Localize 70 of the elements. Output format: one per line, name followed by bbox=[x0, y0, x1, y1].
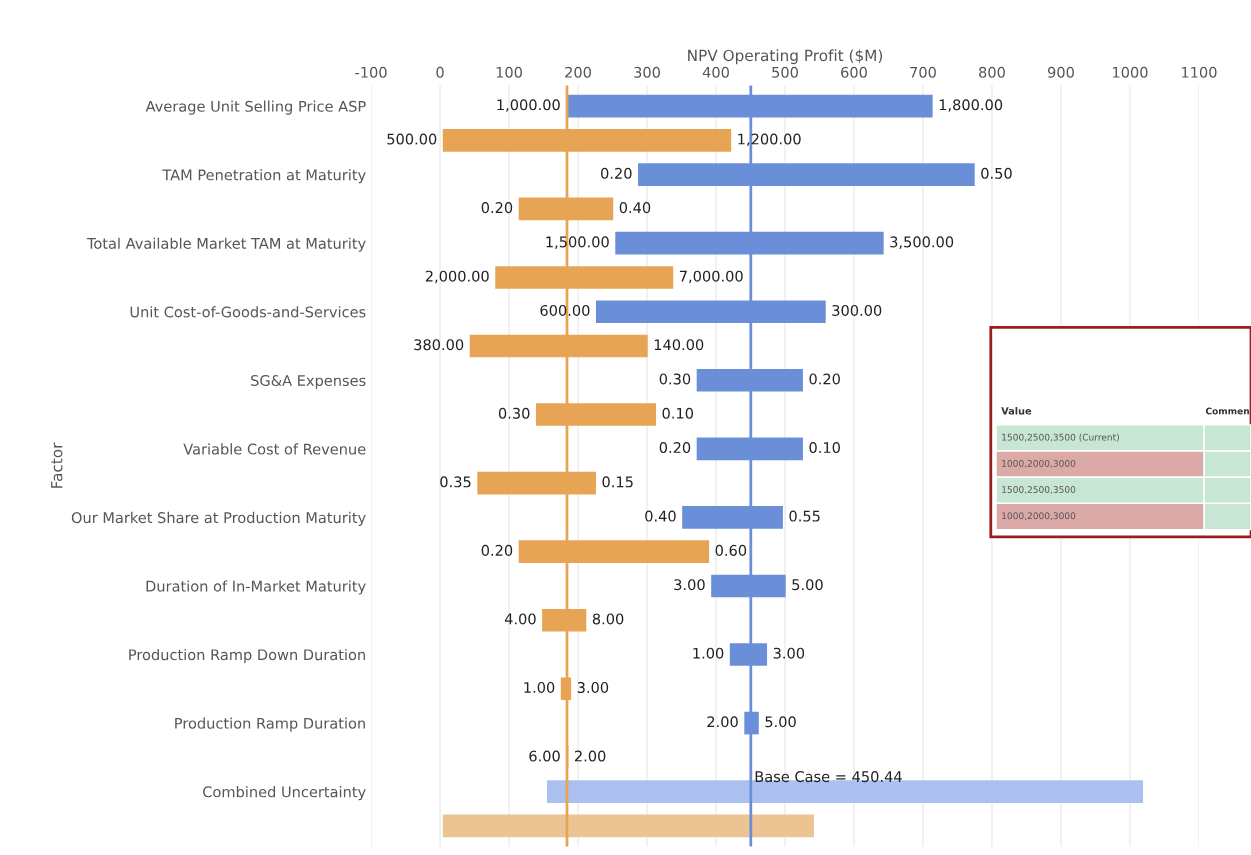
annotation: 1500,2500,3500 (Current) bbox=[1002, 433, 1119, 442]
text: Commen bbox=[1205, 407, 1249, 415]
annotation: 0.40 bbox=[619, 202, 651, 214]
annotation: 0.15 bbox=[602, 476, 633, 488]
annotation: 0.20 bbox=[809, 373, 840, 385]
annotation: 0.20 bbox=[659, 442, 691, 454]
annotation: 0.40 bbox=[645, 510, 676, 522]
annotation: 1,800.00 bbox=[939, 99, 1003, 112]
x-tick-label: 400 bbox=[702, 66, 729, 78]
y-tick-label: Unit Cost-of-Goods-and-Services bbox=[130, 306, 366, 318]
annotation: 140.00 bbox=[654, 339, 704, 351]
y-tick-label: Combined Uncertainty bbox=[203, 786, 366, 801]
annotation: 1,000.00 bbox=[497, 99, 560, 112]
x-tick-label: 100 bbox=[496, 66, 522, 78]
x-tick-label: 200 bbox=[565, 66, 591, 78]
annotation: 7,000.00 bbox=[679, 270, 743, 284]
x-tick-label: 600 bbox=[841, 66, 867, 78]
x-tick-label: 500 bbox=[772, 66, 798, 78]
annotation: 3.00 bbox=[577, 681, 609, 694]
annotation: 1.00 bbox=[693, 647, 724, 659]
annotation: 0.10 bbox=[809, 442, 840, 454]
annotation: 6.00 bbox=[529, 750, 560, 762]
annotation: 8.00 bbox=[592, 613, 624, 625]
x-tick-label: 1100 bbox=[1182, 66, 1217, 78]
y-tick-label: Duration of In-Market Maturity bbox=[146, 580, 366, 595]
y-tick-label: Our Market Share at Production Maturity bbox=[71, 511, 366, 526]
y-tick-label: SG&A Expenses bbox=[251, 375, 366, 389]
x-tick-label: 1000 bbox=[1113, 66, 1148, 78]
annotation: 1000,2000,3000 bbox=[1002, 512, 1076, 521]
x-tick-label: 700 bbox=[910, 66, 936, 78]
annotation: 0.55 bbox=[789, 510, 820, 522]
y-tick-label: Average Unit Selling Price ASP bbox=[145, 100, 366, 115]
annotation: 3,500.00 bbox=[890, 236, 954, 249]
x-tick-label: 900 bbox=[1047, 66, 1074, 78]
annotation: 5.00 bbox=[792, 579, 823, 591]
x-axis-title: NPV Operating Profit ($M) bbox=[688, 49, 883, 65]
y-tick-label: TAM Penetration at Maturity bbox=[162, 169, 366, 184]
annotation: 0.60 bbox=[715, 544, 747, 556]
annotation: 0.20 bbox=[601, 167, 632, 179]
annotation: 4.00 bbox=[504, 613, 536, 625]
y-tick-label: Production Ramp Down Duration bbox=[129, 648, 365, 664]
annotation: 0.30 bbox=[659, 373, 691, 385]
annotation: 380.00 bbox=[414, 339, 464, 351]
x-tick-label: 300 bbox=[634, 66, 660, 78]
annotation: 1000,2000,3000 bbox=[1002, 459, 1076, 468]
annotation: 2,000.00 bbox=[425, 270, 489, 284]
annotation: 3.00 bbox=[773, 647, 805, 659]
annotation: 5.00 bbox=[765, 716, 796, 728]
x-tick-label: 0 bbox=[436, 66, 444, 78]
annotation: 2.00 bbox=[574, 750, 606, 762]
x-tick-label: -100 bbox=[355, 66, 387, 78]
annotation: 300.00 bbox=[832, 304, 882, 316]
y-axis-title: Factor bbox=[51, 442, 63, 488]
annotation: Value bbox=[1001, 407, 1032, 415]
ref-line-label: Base Case = 450.44 bbox=[755, 771, 902, 783]
annotation: 1500,2500,3500 bbox=[1002, 486, 1076, 494]
annotation: 2.00 bbox=[707, 716, 738, 728]
annotation: 0.50 bbox=[981, 167, 1012, 179]
annotation: 0.30 bbox=[498, 407, 530, 419]
annotation: 0.20 bbox=[481, 544, 513, 556]
y-tick-label: Variable Cost of Revenue bbox=[183, 443, 366, 455]
y-tick-label: Total Available Market TAM at Maturity bbox=[86, 237, 366, 252]
y-tick-label: Production Ramp Duration bbox=[175, 717, 365, 732]
annotation: 0.35 bbox=[440, 476, 471, 488]
annotation: 0.10 bbox=[662, 407, 694, 419]
annotation: 3.00 bbox=[674, 579, 705, 591]
annotation: 1.00 bbox=[524, 681, 555, 694]
annotation: 500.00 bbox=[387, 133, 437, 145]
annotation: 0.20 bbox=[481, 202, 513, 214]
x-tick-label: 800 bbox=[979, 66, 1005, 78]
